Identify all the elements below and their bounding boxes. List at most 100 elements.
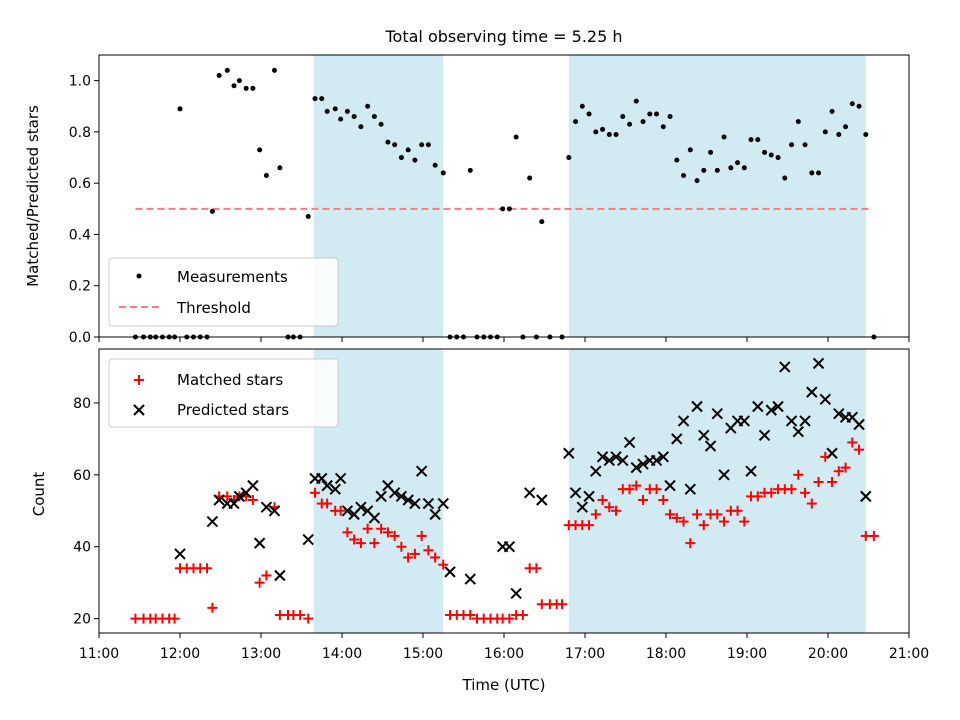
y-tick-label-ratio: 0.0 — [69, 330, 91, 346]
x-tick-label: 15:00 — [403, 646, 443, 662]
matched-star-point — [247, 494, 258, 505]
matched-star-point — [254, 577, 265, 588]
matched-star-point — [732, 505, 743, 516]
predicted-star-point — [563, 447, 575, 459]
matched-star-point — [438, 559, 449, 570]
matched-star-point — [382, 527, 393, 538]
matched-star-point — [416, 530, 427, 541]
measurement-point — [358, 124, 364, 130]
predicted-star-point — [779, 361, 791, 373]
matched-star-point — [800, 487, 811, 498]
measurement-point — [177, 106, 183, 112]
measurement-point — [500, 206, 506, 212]
predicted-star-point — [650, 454, 663, 467]
matched-star-point — [739, 516, 750, 527]
matched-star-point — [403, 552, 414, 563]
matched-star-point — [678, 516, 689, 527]
matched-star-point — [712, 509, 723, 520]
predicted-star-point — [503, 541, 516, 553]
measurement-point — [586, 111, 592, 117]
predicted-star-point — [422, 497, 435, 510]
matched-star-point — [793, 469, 804, 480]
measurement-point — [527, 175, 533, 181]
panel-ratio: 0.0 0.2 0.4 0.6 0.8 1.0 Total observing time … — [24, 27, 910, 346]
predicted-star-point — [355, 501, 367, 513]
matched-star-point — [719, 516, 730, 527]
measurement-point — [748, 137, 754, 143]
predicted-star-point — [826, 447, 838, 459]
measurement-point — [721, 134, 727, 140]
y-tick-label-ratio: 0.4 — [69, 227, 91, 243]
matched-star-point — [854, 444, 865, 455]
matched-star-point — [806, 498, 817, 509]
matched-star-point — [698, 520, 709, 531]
measurement-point — [392, 142, 398, 148]
measurement-point — [405, 147, 411, 153]
x-tick-label: 18:00 — [646, 646, 686, 662]
measurement-point — [398, 155, 404, 161]
predicted-star-point — [752, 400, 764, 413]
matched-star-point — [557, 599, 568, 610]
matched-star-point — [631, 480, 642, 491]
measurement-point — [708, 149, 714, 155]
measurement-point — [843, 124, 849, 130]
matched-star-point — [517, 610, 528, 621]
measurement-point — [627, 121, 633, 127]
legend-marker-matched — [134, 375, 144, 385]
predicted-star-point — [409, 497, 421, 510]
predicted-star-point — [765, 404, 778, 416]
chart-title: Total observing time = 5.25 h — [384, 27, 622, 46]
matched-star-point — [847, 437, 858, 448]
measurement-point — [371, 114, 377, 120]
measurement-point — [802, 142, 808, 148]
measurement-point — [606, 131, 612, 137]
measurement-point — [728, 165, 734, 171]
predicted-star-point — [684, 483, 697, 495]
legend-box-counts — [108, 358, 339, 428]
matched-star-point — [261, 570, 272, 581]
measurement-point — [378, 121, 384, 127]
measurement-point — [822, 129, 828, 135]
predicted-star-point — [274, 569, 286, 582]
matched-star-point — [611, 505, 622, 516]
predicted-star-point — [596, 451, 609, 463]
predicted-star-point — [213, 494, 225, 506]
legend-counts: Matched stars Predicted stars — [108, 358, 339, 428]
measurement-point — [539, 219, 545, 225]
y-tick-label-count: 40 — [73, 540, 91, 556]
predicted-star-point — [772, 400, 784, 413]
measurement-point — [412, 157, 418, 163]
matched-star-point — [638, 494, 649, 505]
x-tick-label: 20:00 — [808, 646, 848, 662]
predicted-star-point — [302, 533, 314, 546]
predicted-star-point — [637, 458, 649, 470]
matched-star-point — [396, 541, 407, 552]
predicted-star-point — [523, 487, 536, 499]
predicted-star-point — [623, 436, 636, 449]
measurement-point — [344, 108, 350, 114]
matched-star-point — [409, 548, 420, 559]
predicted-star-point — [671, 433, 683, 445]
predicted-star-point — [444, 566, 456, 578]
predicted-star-point — [617, 454, 629, 467]
measurement-point — [425, 142, 431, 148]
x-tick-label: 12:00 — [160, 646, 200, 662]
measurement-point — [829, 108, 835, 114]
matched-star-point — [376, 523, 387, 534]
measurement-point — [351, 114, 357, 120]
measurement-point — [338, 116, 344, 122]
matched-star-point — [369, 538, 380, 549]
measurement-point — [714, 167, 720, 173]
matched-star-point — [786, 484, 797, 495]
x-tick-label: 14:00 — [322, 646, 362, 662]
measurement-point — [735, 160, 741, 166]
measurement-point — [209, 208, 215, 214]
predicted-star-point — [388, 487, 401, 499]
predicted-star-point — [799, 415, 811, 427]
y-tick-label-count: 80 — [73, 396, 91, 412]
measurement-point — [782, 175, 788, 181]
predicted-star-point — [785, 415, 798, 427]
matched-star-point — [692, 509, 703, 520]
y-tick-label-ratio: 0.2 — [69, 279, 91, 295]
